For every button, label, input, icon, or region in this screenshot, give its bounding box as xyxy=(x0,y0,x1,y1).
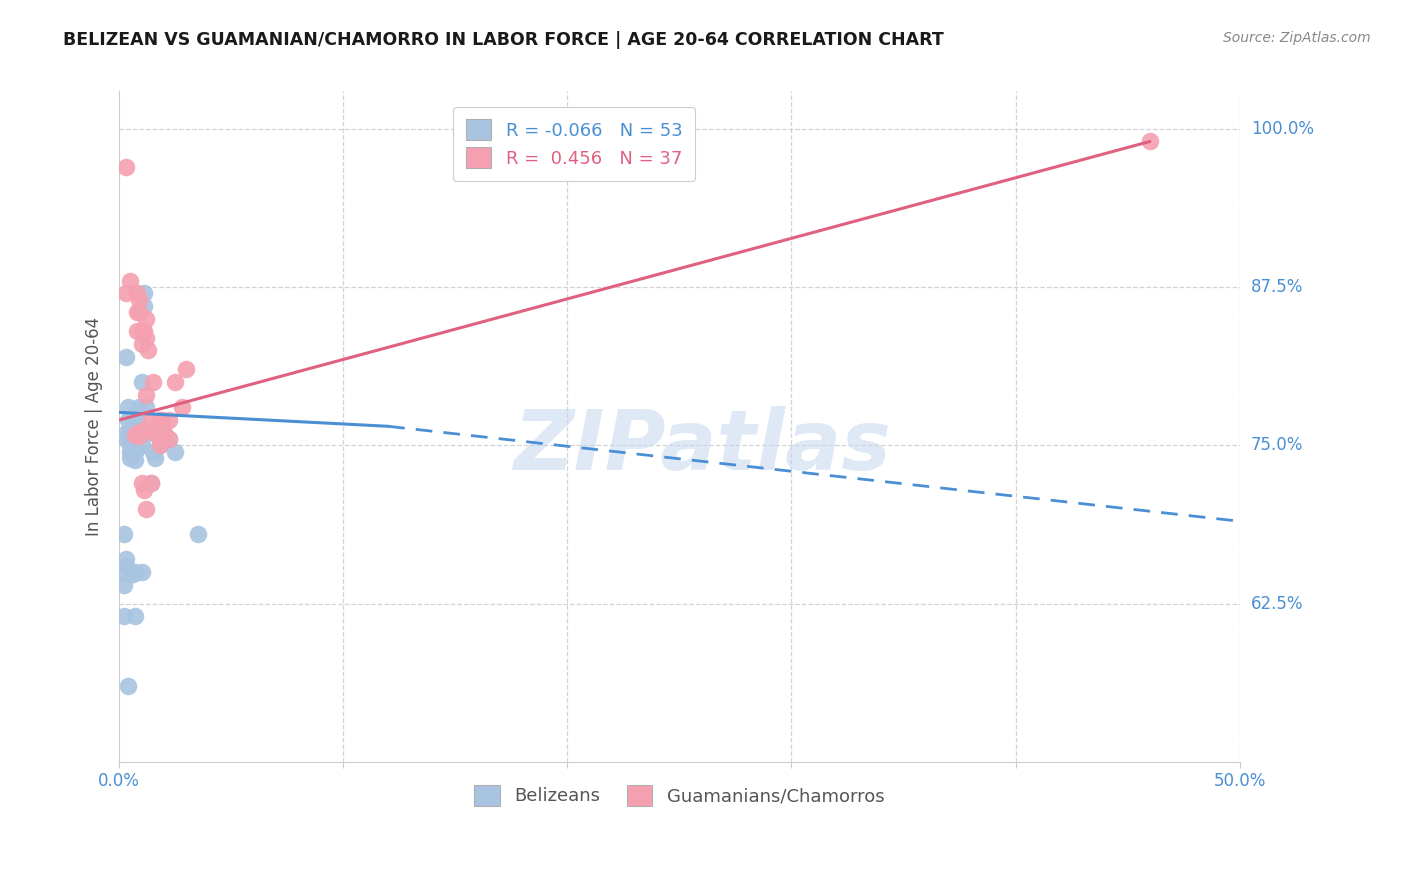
Point xyxy=(165,444,187,458)
Text: ZIPatlas: ZIPatlas xyxy=(513,406,891,487)
Point xyxy=(117,413,139,427)
Point xyxy=(165,375,187,389)
Point xyxy=(127,324,149,338)
Point xyxy=(142,444,165,458)
Point xyxy=(115,160,138,174)
Point xyxy=(128,305,150,319)
Point xyxy=(112,609,135,624)
Point xyxy=(115,432,138,446)
Point xyxy=(131,425,153,440)
Point xyxy=(120,444,142,458)
Point xyxy=(124,432,146,446)
Point xyxy=(112,577,135,591)
Point xyxy=(142,375,165,389)
Point xyxy=(132,423,155,437)
Point xyxy=(124,407,146,421)
Point xyxy=(143,425,166,440)
Point xyxy=(132,483,155,497)
Point xyxy=(124,428,146,442)
Text: BELIZEAN VS GUAMANIAN/CHAMORRO IN LABOR FORCE | AGE 20-64 CORRELATION CHART: BELIZEAN VS GUAMANIAN/CHAMORRO IN LABOR … xyxy=(63,31,943,49)
Point xyxy=(124,444,146,458)
Text: 87.5%: 87.5% xyxy=(1251,278,1303,296)
Point xyxy=(149,432,172,446)
Point xyxy=(117,679,139,693)
Point xyxy=(121,567,143,582)
Point xyxy=(127,425,149,440)
Point xyxy=(149,438,172,452)
Point xyxy=(127,305,149,319)
Point xyxy=(153,425,176,440)
Text: Source: ZipAtlas.com: Source: ZipAtlas.com xyxy=(1223,31,1371,45)
Point xyxy=(124,425,146,440)
Point xyxy=(124,419,146,434)
Point xyxy=(120,438,142,452)
Point xyxy=(135,331,157,345)
Point xyxy=(132,286,155,301)
Point xyxy=(139,476,162,491)
Point xyxy=(139,413,162,427)
Point xyxy=(128,429,150,443)
Legend: Belizeans, Guamanians/Chamorros: Belizeans, Guamanians/Chamorros xyxy=(467,778,891,814)
Point xyxy=(143,450,166,465)
Point xyxy=(112,527,135,541)
Point xyxy=(127,441,149,455)
Point xyxy=(157,432,180,446)
Point xyxy=(139,476,162,491)
Point xyxy=(115,552,138,566)
Point xyxy=(138,425,160,440)
Point xyxy=(124,609,146,624)
Point xyxy=(149,413,172,427)
Point xyxy=(115,350,138,364)
Point xyxy=(131,324,153,338)
Y-axis label: In Labor Force | Age 20-64: In Labor Force | Age 20-64 xyxy=(86,317,103,536)
Point xyxy=(131,476,153,491)
Point xyxy=(157,432,180,446)
Point xyxy=(121,438,143,452)
Point xyxy=(115,286,138,301)
Point xyxy=(121,413,143,427)
Point xyxy=(115,558,138,573)
Point xyxy=(138,343,160,358)
Point xyxy=(157,413,180,427)
Point xyxy=(121,444,143,458)
Point xyxy=(120,450,142,465)
Text: 62.5%: 62.5% xyxy=(1251,595,1303,613)
Point xyxy=(135,501,157,516)
Point xyxy=(176,362,198,376)
Point xyxy=(120,274,142,288)
Point xyxy=(121,432,143,446)
Point xyxy=(131,565,153,579)
Point xyxy=(135,401,157,415)
Point xyxy=(150,413,173,427)
Point xyxy=(131,438,153,452)
Point xyxy=(127,407,149,421)
Point xyxy=(120,431,142,445)
Point xyxy=(1139,135,1161,149)
Text: 75.0%: 75.0% xyxy=(1251,436,1303,454)
Point xyxy=(153,425,176,440)
Point xyxy=(131,375,153,389)
Text: 100.0%: 100.0% xyxy=(1251,120,1313,137)
Point xyxy=(121,425,143,440)
Point xyxy=(132,299,155,313)
Point xyxy=(115,425,138,440)
Point xyxy=(127,428,149,442)
Point xyxy=(128,401,150,415)
Point xyxy=(135,311,157,326)
Point xyxy=(120,425,142,440)
Point xyxy=(131,337,153,351)
Point xyxy=(127,286,149,301)
Point xyxy=(128,428,150,442)
Point xyxy=(112,565,135,579)
Point xyxy=(187,527,209,541)
Point xyxy=(128,293,150,307)
Point xyxy=(135,387,157,401)
Point xyxy=(124,453,146,467)
Point xyxy=(124,565,146,579)
Point xyxy=(170,401,193,415)
Point xyxy=(132,324,155,338)
Point xyxy=(149,438,172,452)
Point xyxy=(117,401,139,415)
Point xyxy=(127,416,149,430)
